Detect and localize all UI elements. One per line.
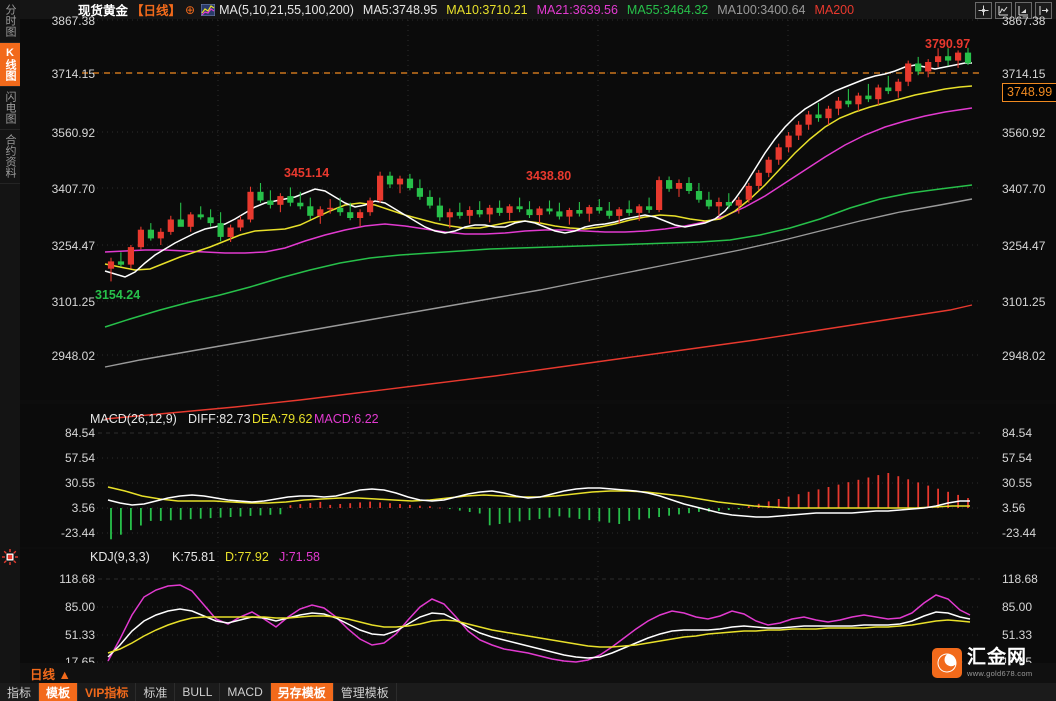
sidebar-item-kline[interactable]: K线图 [0,43,20,87]
header-tool-icons [975,2,1052,19]
chart-header: 现货黄金 【日线】 ⊕ MA(5,10,21,55,100,200) MA5:3… [20,0,1056,19]
macd-title: MACD(26,12,9) [90,412,177,426]
sidebar-item-contract-info[interactable]: 合约资料 [0,130,20,184]
symbol-name: 现货黄金 [78,4,129,18]
expand-tool-icon[interactable] [1035,2,1052,19]
sidebar-item-timeline[interactable]: 分时图 [0,0,20,43]
price-axis-left-label-4: 3254.47 [51,239,95,253]
annotation-low: 3154.24 [95,288,141,302]
macd-dea-value: DEA:79.62 [252,412,313,426]
price-axis-left-label-2: 3560.92 [51,126,95,140]
toolbar-item-manage-template[interactable]: 管理模板 [334,683,397,701]
kdj-axis-label-1: 85.00 [1002,600,1033,614]
price-axis-label-0: 3867.38 [1002,14,1046,28]
ma-chart-icon [201,3,216,16]
macd-diff-value: DIFF:82.73 [188,412,251,426]
kdj-j-value: J:71.58 [279,550,321,564]
timeframe-bar: 日线 ▲ [20,663,1056,683]
logo-text-cn: 汇金网 [967,647,1028,669]
price-axis-left-label-1: 3714.15 [51,67,95,81]
price-axis-label-6: 2948.02 [1002,349,1046,363]
price-axis-left-label-0: 3867.38 [51,14,95,28]
macd-axis-label-1: 57.54 [1002,451,1033,465]
record-dot-icon [0,546,20,568]
ma-config-label: MA(5,10,21,55,100,200) [219,2,354,17]
price-axis-label-2: 3560.92 [1002,126,1046,140]
timeframe-label[interactable]: 日线 ▲ [30,668,71,682]
ma200-value: MA200 [814,2,855,17]
macd-axis-left-label-2: 30.55 [64,476,95,490]
toolbar-item-bull[interactable]: BULL [175,683,221,701]
toolbar-item-standard[interactable]: 标准 [136,683,176,701]
chart-canvas [20,19,1056,681]
chart-plot-area[interactable]: 3867.38 3714.15 3560.92 3407.70 3254.47 … [20,14,1056,681]
kdj-axis-left-label-0: 118.68 [59,572,95,586]
crosshair-tool-icon[interactable] [975,2,992,19]
macd-axis-left-label-0: 84.54 [64,426,95,440]
toolbar-item-template[interactable]: 模板 [39,683,79,701]
kdj-d-value: D:77.92 [225,550,269,564]
current-price-badge[interactable]: 3748.99 [1002,83,1056,102]
logo-url: www.gold678.com [967,669,1033,679]
ma5-value: MA5:3748.95 [362,2,438,17]
toolbar-item-save-template[interactable]: 另存模板 [270,683,334,701]
macd-axis-left-label-1: 57.54 [64,451,95,465]
ma55-value: MA55:3464.32 [626,2,709,17]
annotation-high-2: 3438.80 [526,169,572,183]
measure-tool-icon[interactable] [1015,2,1032,19]
annotation-high-latest: 3790.97 [925,37,971,51]
kdj-k-value: K:75.81 [172,550,216,564]
price-axis-left-label-6: 2948.02 [51,349,95,363]
toolbar-item-indicator[interactable]: 指标 [0,683,40,701]
price-axis-label-4: 3254.47 [1002,239,1046,253]
macd-axis-label-2: 30.55 [1002,476,1033,490]
kdj-axis-label-0: 118.68 [1002,572,1038,586]
price-axis-left-label-3: 3407.70 [51,182,95,196]
macd-axis-left-label-3: 3.56 [71,501,95,515]
ma100-value: MA100:3400.64 [717,2,806,17]
ma21-value: MA21:3639.56 [536,2,618,17]
annotation-high-1: 3451.14 [284,166,330,180]
sidebar-item-lightning[interactable]: 闪电图 [0,87,20,130]
macd-macd-value: MACD:6.22 [314,412,379,426]
macd-axis-label-3: 3.56 [1002,501,1026,515]
logo-mark-icon [932,648,962,678]
bottom-toolbar: 指标 模板 VIP指标 标准 BULL MACD 另存模板 管理模板 [0,683,1056,701]
ma10-value: MA10:3710.21 [446,2,528,17]
kdj-title: KDJ(9,3,3) [90,550,150,564]
macd-axis-left-label-4: -23.44 [60,526,95,540]
kdj-axis-left-label-1: 85.00 [64,600,95,614]
left-sidebar: 分时图 K线图 闪电图 合约资料 [0,0,21,701]
toolbar-item-macd[interactable]: MACD [220,683,271,701]
macd-axis-label-0: 84.54 [1002,426,1033,440]
kdj-axis-left-label-2: 51.33 [64,628,95,642]
period-label: 【日线】 [131,4,182,18]
kdj-axis-label-2: 51.33 [1002,628,1033,642]
site-logo: 汇金网 www.gold678.com [932,648,1032,678]
price-axis-label-5: 3101.25 [1002,295,1046,309]
crosshair-icon[interactable]: ⊕ [185,2,196,17]
macd-axis-label-4: -23.44 [1002,526,1037,540]
price-axis-left-label-5: 3101.25 [51,295,95,309]
toolbar-item-vip-indicator[interactable]: VIP指标 [78,683,137,701]
price-axis-label-3: 3407.70 [1002,182,1046,196]
price-axis-label-1: 3714.15 [1002,67,1046,81]
draw-tool-icon[interactable] [995,2,1012,19]
